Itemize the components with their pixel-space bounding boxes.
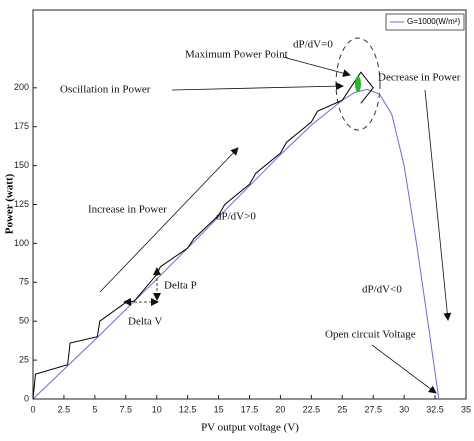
annotation: Maximum Power Point xyxy=(185,49,288,61)
annotation: Open circuit Voltage xyxy=(325,329,416,341)
annotation: Decrease in Power xyxy=(378,72,461,84)
annotation-arrow xyxy=(282,56,351,78)
x-tick-label: 35 xyxy=(461,404,471,414)
series-line xyxy=(32,88,440,400)
y-tick-label: 75 xyxy=(19,277,29,287)
annotation: Oscillation in Power xyxy=(60,84,151,96)
x-tick-label: 15 xyxy=(214,404,224,414)
x-tick-label: 12.5 xyxy=(179,404,197,414)
x-tick-label: 10 xyxy=(152,404,162,414)
annotation-arrow xyxy=(171,82,344,91)
annotation: dP/dV>0 xyxy=(216,211,256,223)
y-tick-label: 125 xyxy=(14,199,29,209)
x-tick-label: 0 xyxy=(30,404,35,414)
x-tick-label: 20 xyxy=(275,404,285,414)
y-tick-label: 100 xyxy=(14,238,29,248)
series-line xyxy=(32,71,374,400)
legend-label: G=1000(W/m²) xyxy=(407,17,460,26)
y-axis-label: Power (watt) xyxy=(4,173,16,234)
annotation-arrow xyxy=(424,89,452,321)
x-tick-label: 5 xyxy=(92,404,97,414)
annotation: Increase in Power xyxy=(88,204,167,216)
x-tick-label: 27.5 xyxy=(364,404,382,414)
mpp-marker xyxy=(355,76,361,92)
annotation-arrow xyxy=(99,147,239,293)
annotation: dP/dV<0 xyxy=(362,284,402,296)
legend-box xyxy=(385,13,465,31)
y-tick-label: 200 xyxy=(14,82,29,92)
x-tick-label: 2.5 xyxy=(58,404,71,414)
y-tick-label: 25 xyxy=(19,354,29,364)
annotation-arrow xyxy=(371,344,437,394)
annotation: dP/dV=0 xyxy=(293,39,333,51)
y-tick-label: 0 xyxy=(24,393,29,403)
y-tick-label: 50 xyxy=(19,316,29,326)
y-tick-label: 150 xyxy=(14,160,29,170)
x-tick-label: 17.5 xyxy=(241,404,259,414)
annotation: Delta P xyxy=(164,280,197,292)
x-tick-label: 22.5 xyxy=(303,404,321,414)
x-axis-label: PV output voltage (V) xyxy=(201,422,299,434)
x-tick-label: 32.5 xyxy=(426,404,444,414)
annotation: Delta V xyxy=(128,316,162,328)
x-tick-label: 7.5 xyxy=(120,404,133,414)
x-tick-label: 30 xyxy=(399,404,409,414)
x-tick-label: 25 xyxy=(337,404,347,414)
y-tick-label: 175 xyxy=(14,121,29,131)
